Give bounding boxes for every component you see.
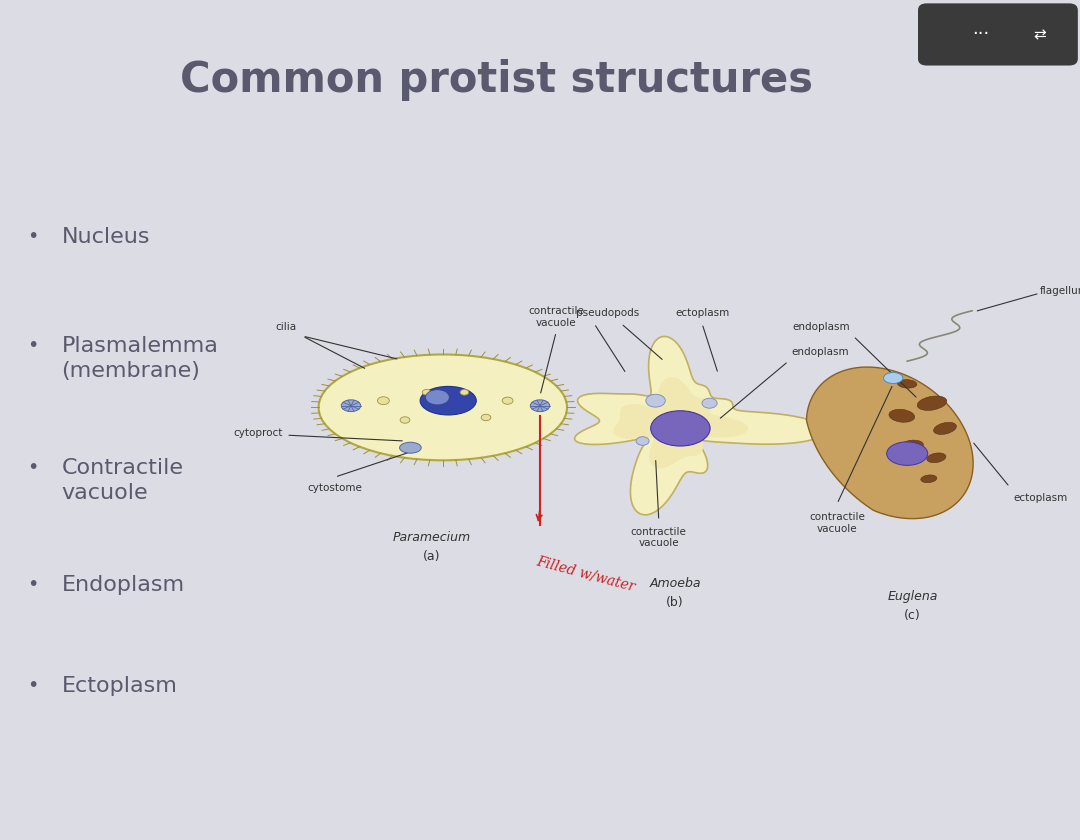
Text: pseudopods: pseudopods bbox=[577, 307, 639, 318]
Text: cytostome: cytostome bbox=[308, 483, 362, 493]
Text: •: • bbox=[27, 458, 39, 477]
Ellipse shape bbox=[502, 397, 513, 404]
Ellipse shape bbox=[420, 386, 476, 415]
Text: ⇄: ⇄ bbox=[1034, 27, 1047, 42]
Text: cilia: cilia bbox=[275, 322, 297, 332]
Text: contractile
vacuole: contractile vacuole bbox=[631, 527, 687, 549]
Text: Endoplasm: Endoplasm bbox=[62, 575, 185, 596]
Text: contractile
vacuole: contractile vacuole bbox=[809, 512, 865, 534]
Text: (a): (a) bbox=[423, 550, 441, 564]
Text: •: • bbox=[27, 227, 39, 246]
Ellipse shape bbox=[460, 390, 469, 395]
Text: Common protist structures: Common protist structures bbox=[180, 59, 813, 101]
Text: •: • bbox=[27, 575, 39, 595]
Ellipse shape bbox=[378, 396, 389, 405]
Text: Paramecium: Paramecium bbox=[393, 531, 471, 544]
Ellipse shape bbox=[636, 437, 649, 445]
Polygon shape bbox=[807, 367, 973, 518]
Text: (c): (c) bbox=[904, 609, 921, 622]
Ellipse shape bbox=[530, 400, 550, 412]
Ellipse shape bbox=[917, 396, 947, 411]
Text: Ectoplasm: Ectoplasm bbox=[62, 676, 177, 696]
Text: Nucleus: Nucleus bbox=[62, 227, 150, 247]
Text: •: • bbox=[27, 336, 39, 355]
Ellipse shape bbox=[319, 354, 567, 460]
Text: ectoplasm: ectoplasm bbox=[675, 307, 729, 318]
Ellipse shape bbox=[883, 372, 903, 383]
Ellipse shape bbox=[702, 398, 717, 408]
Text: cytoproct: cytoproct bbox=[233, 428, 283, 438]
Ellipse shape bbox=[481, 414, 490, 421]
Text: Euglena: Euglena bbox=[888, 590, 937, 603]
Ellipse shape bbox=[889, 409, 915, 423]
Ellipse shape bbox=[400, 417, 410, 423]
Text: flagellum: flagellum bbox=[1040, 286, 1080, 297]
Ellipse shape bbox=[341, 400, 361, 412]
Text: Filled w/water: Filled w/water bbox=[535, 554, 636, 594]
Ellipse shape bbox=[400, 442, 421, 453]
Ellipse shape bbox=[422, 390, 431, 395]
Text: endoplasm: endoplasm bbox=[793, 322, 850, 332]
FancyBboxPatch shape bbox=[918, 3, 1078, 66]
Ellipse shape bbox=[646, 394, 665, 407]
Text: contractile
vacuole: contractile vacuole bbox=[528, 306, 584, 328]
Text: Contractile
vacuole: Contractile vacuole bbox=[62, 458, 184, 502]
Text: ectoplasm: ectoplasm bbox=[1013, 493, 1067, 503]
Ellipse shape bbox=[921, 475, 936, 483]
Ellipse shape bbox=[887, 442, 928, 465]
Ellipse shape bbox=[650, 411, 711, 446]
Ellipse shape bbox=[902, 440, 923, 450]
Text: (b): (b) bbox=[666, 596, 684, 609]
Ellipse shape bbox=[933, 423, 957, 434]
Text: Amoeba: Amoeba bbox=[649, 577, 701, 591]
Text: ···: ··· bbox=[972, 25, 989, 44]
Polygon shape bbox=[575, 337, 826, 515]
Text: endoplasm: endoplasm bbox=[792, 347, 849, 357]
Ellipse shape bbox=[897, 380, 917, 388]
Text: Plasmalemma
(membrane): Plasmalemma (membrane) bbox=[62, 336, 218, 381]
Ellipse shape bbox=[426, 390, 449, 405]
Polygon shape bbox=[613, 377, 748, 469]
Text: •: • bbox=[27, 676, 39, 696]
Ellipse shape bbox=[927, 453, 946, 463]
